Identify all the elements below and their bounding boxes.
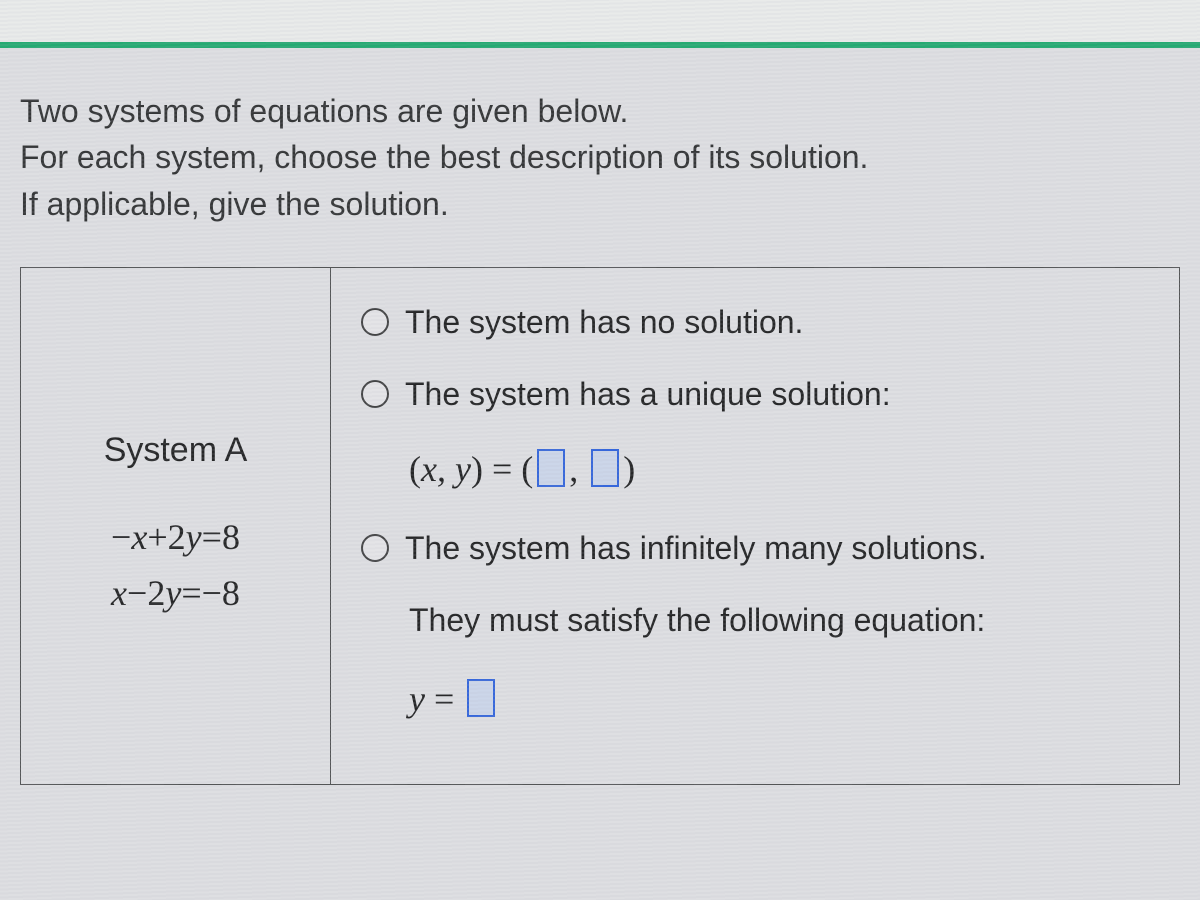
xy-comma: , — [569, 449, 587, 489]
unique-solution-expr: (x, y) = (, ) — [409, 442, 1159, 496]
xy-vars: x, y — [421, 449, 471, 489]
infinite-subtext: They must satisfy the following equation… — [409, 596, 1159, 644]
radio-infinite-solutions[interactable] — [361, 534, 389, 562]
equation-2: x−2y=−8 — [111, 566, 240, 622]
system-a-options: The system has no solution. The system h… — [331, 268, 1179, 784]
instruction-line-1: Two systems of equations are given below… — [20, 88, 1180, 134]
x-input[interactable] — [537, 449, 565, 487]
xy-suffix: ) — [623, 449, 635, 489]
option-unique-row: The system has a unique solution: — [361, 370, 1159, 418]
y-input[interactable] — [591, 449, 619, 487]
system-a-table: System A −x+2y=8 x−2y=−8 The system has … — [20, 267, 1180, 785]
system-a-equations: −x+2y=8 x−2y=−8 — [111, 510, 240, 622]
system-a-title: System A — [104, 431, 248, 470]
radio-unique-solution[interactable] — [361, 380, 389, 408]
option-no-solution-row: The system has no solution. — [361, 298, 1159, 346]
y-equation-input[interactable] — [467, 679, 495, 717]
option-no-solution-label: The system has no solution. — [405, 298, 803, 346]
infinite-equation-expr: y = — [409, 672, 1159, 726]
instruction-line-2: For each system, choose the best descrip… — [20, 134, 1180, 180]
y-eq: = — [425, 679, 463, 719]
option-infinite-label: The system has infinitely many solutions… — [405, 524, 987, 572]
instruction-line-3: If applicable, give the solution. — [20, 181, 1180, 227]
question-content: Two systems of equations are given below… — [0, 48, 1200, 805]
system-a-left-cell: System A −x+2y=8 x−2y=−8 — [21, 268, 331, 784]
xy-eq: ) = ( — [471, 449, 533, 489]
instructions-block: Two systems of equations are given below… — [20, 88, 1180, 227]
y-var: y — [409, 679, 425, 719]
option-infinite-row: The system has infinitely many solutions… — [361, 524, 1159, 572]
radio-no-solution[interactable] — [361, 308, 389, 336]
xy-prefix: ( — [409, 449, 421, 489]
option-unique-label: The system has a unique solution: — [405, 370, 891, 418]
equation-1: −x+2y=8 — [111, 510, 240, 566]
window-topbar — [0, 0, 1200, 48]
